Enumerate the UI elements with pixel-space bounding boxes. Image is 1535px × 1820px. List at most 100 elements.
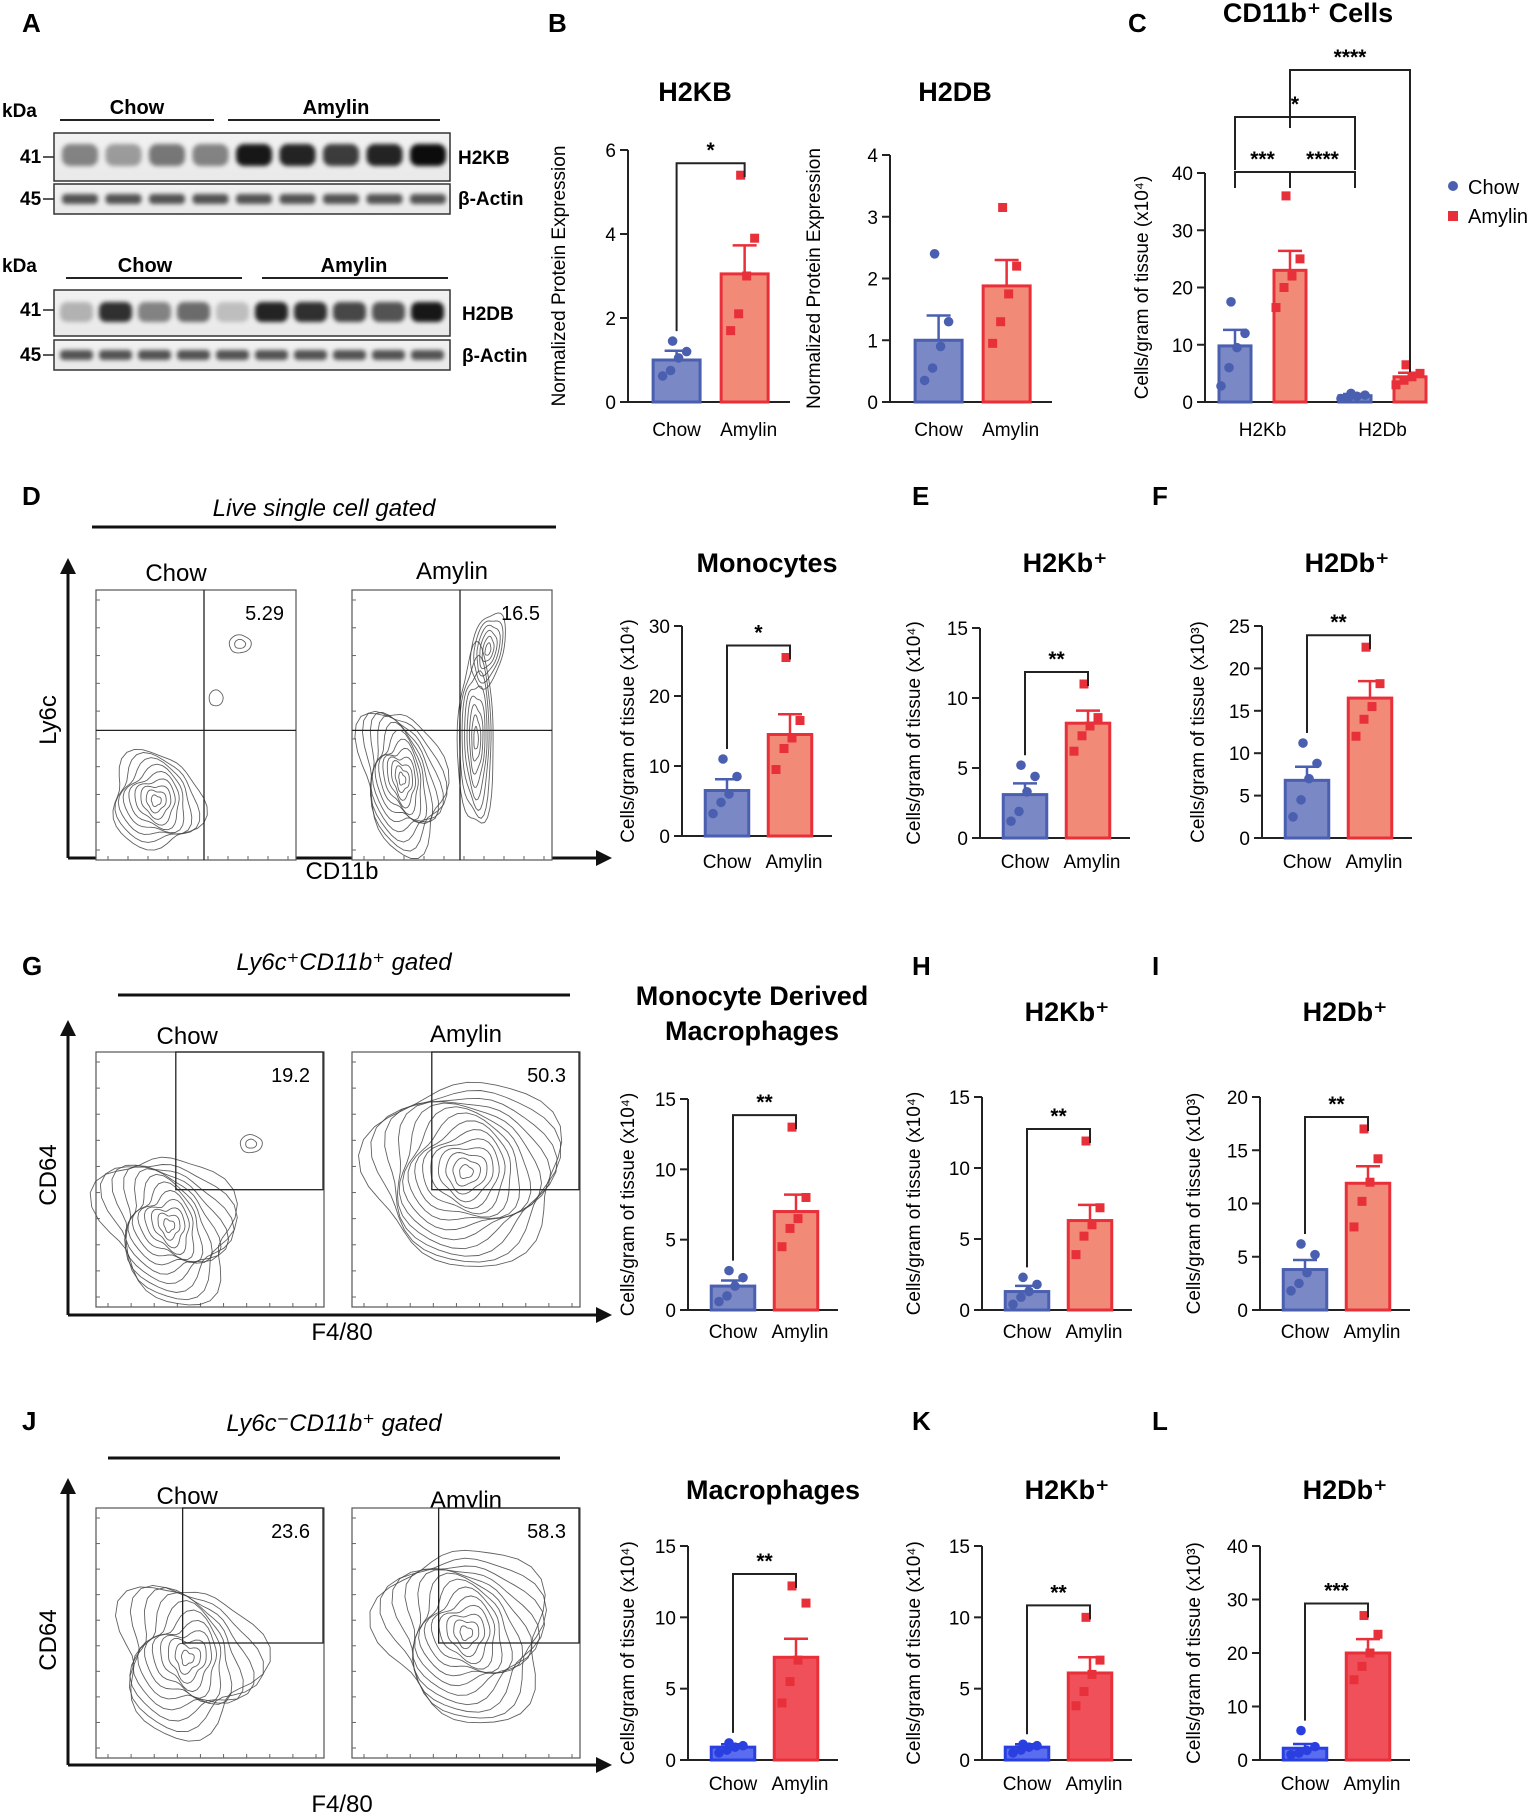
contour-line xyxy=(144,1609,222,1704)
blot-band xyxy=(105,194,142,204)
x-arrowhead xyxy=(596,1757,612,1773)
y-axis-label: Cells/gram of tissue (x10⁴) xyxy=(618,1093,639,1317)
data-point xyxy=(1085,721,1095,731)
blot-band xyxy=(62,144,98,166)
data-point xyxy=(1365,1177,1375,1187)
y-tick-label: 10 xyxy=(949,1608,970,1629)
x-category-label: Chow xyxy=(703,852,752,873)
data-point xyxy=(1069,746,1079,756)
blot-band xyxy=(255,350,288,360)
data-point xyxy=(1359,714,1369,724)
significance-label: **** xyxy=(1334,46,1368,69)
blot2-group-amylin: Amylin xyxy=(321,255,388,277)
data-point xyxy=(793,1214,803,1224)
chart-h: H H2Kb⁺ 0 5 10 15 Cells/gram of tissue (x10⁴) C… xyxy=(904,951,1132,1343)
data-point xyxy=(1079,1231,1089,1241)
data-point xyxy=(1240,328,1250,339)
blot1-marker-45: 45 xyxy=(20,189,42,210)
data-point xyxy=(1391,380,1401,390)
significance-bracket xyxy=(1304,1602,1369,1721)
contour-line xyxy=(112,748,208,851)
data-point xyxy=(722,1291,732,1301)
panel-j-flow: J Ly6c⁻CD11b⁺ gated CD64 F4/80 Chow 23.6 Amyli… xyxy=(22,1406,612,1818)
chart-title: H2Db⁺ xyxy=(1303,997,1388,1027)
data-point xyxy=(1004,289,1014,299)
bar xyxy=(651,358,702,404)
data-point xyxy=(667,336,678,346)
significance-label: *** xyxy=(1250,148,1275,171)
significance-bracket xyxy=(1289,171,1356,188)
data-point xyxy=(1359,1611,1369,1621)
x-category-label: Amylin xyxy=(1345,852,1402,873)
y-tick-label: 10 xyxy=(655,1160,676,1181)
bar-chow xyxy=(1281,1725,1329,1762)
x-category-label: Chow xyxy=(1281,1774,1330,1795)
bar-amylin xyxy=(1346,642,1394,840)
data-point xyxy=(1095,1655,1105,1665)
blot-band xyxy=(333,350,366,360)
contour-line xyxy=(160,1630,212,1693)
panel-g-flow: G Ly6c⁺CD11b⁺ gated CD64 F4/80 Chow 19.2 Amyli… xyxy=(22,949,612,1346)
x-category-label: H2Db xyxy=(1358,420,1407,441)
bar xyxy=(1346,696,1394,840)
data-point xyxy=(1081,1612,1091,1622)
y-tick-label: 5 xyxy=(1239,787,1250,808)
flow-plot-frame xyxy=(95,1507,325,1759)
data-point xyxy=(726,326,736,336)
data-point xyxy=(1095,1203,1105,1213)
blot1-marker-41: 41 xyxy=(20,147,42,168)
chart-f: F H2Db⁺ 0 5 10 15 20 25 Cells/gram of tissue (x1… xyxy=(1152,481,1412,873)
blot-band xyxy=(410,194,446,204)
blot2-marker-45: 45 xyxy=(20,345,42,366)
y-tick-label: 10 xyxy=(1172,336,1193,357)
contour-line xyxy=(394,765,410,793)
blot2-actin-bands xyxy=(60,350,444,360)
blot-band xyxy=(192,144,229,166)
y-tick-label: 10 xyxy=(1229,744,1250,765)
contour-line xyxy=(423,1586,503,1673)
data-point xyxy=(1375,679,1385,689)
data-point xyxy=(724,1738,734,1748)
y-axis-label: Normalized Protein Expression xyxy=(549,146,570,407)
y-tick-label: 25 xyxy=(1229,617,1250,638)
gate-percentage: 58.3 xyxy=(527,1521,566,1543)
contour-line xyxy=(371,721,434,825)
contour-line xyxy=(398,1102,542,1241)
x-category-label: Amylin xyxy=(1063,852,1120,873)
data-point xyxy=(1407,372,1417,382)
chart-title: H2DB xyxy=(918,77,992,107)
y-tick-label: 15 xyxy=(655,1090,676,1111)
data-point xyxy=(777,1242,787,1252)
data-point xyxy=(732,771,742,782)
bar-amylin xyxy=(1344,1611,1392,1762)
significance-bracket xyxy=(1024,671,1089,756)
contour-line xyxy=(476,624,501,677)
data-point xyxy=(1081,1136,1091,1146)
flow-group-label: Chow xyxy=(157,1483,219,1510)
data-point xyxy=(1349,1222,1359,1232)
data-point xyxy=(1365,1648,1375,1658)
data-point xyxy=(1401,360,1411,370)
significance-label: ** xyxy=(756,1091,773,1114)
contour-line xyxy=(354,712,450,859)
panel-letter-e: E xyxy=(912,481,929,511)
chart-c: CD11b⁺ Cells 0 10 20 30 40 Cells/gram of tissu… xyxy=(1132,0,1428,441)
data-point xyxy=(1014,806,1024,817)
data-point xyxy=(1012,261,1022,271)
blot-band xyxy=(279,144,316,166)
chart-title: H2Kb⁺ xyxy=(1023,548,1108,578)
y-tick-label: 15 xyxy=(949,1537,970,1558)
flow-x-label: CD11b xyxy=(306,858,379,885)
significance-bracket xyxy=(1026,1128,1091,1268)
blot-band xyxy=(138,302,171,322)
data-point xyxy=(1093,713,1103,723)
bar-chow xyxy=(1003,1272,1051,1312)
significance-label: ** xyxy=(1050,1105,1067,1128)
data-point xyxy=(1302,1267,1312,1278)
data-point xyxy=(1415,368,1425,378)
contour-line xyxy=(245,1138,258,1149)
data-point xyxy=(801,1598,811,1608)
bar-amylin xyxy=(1066,1612,1114,1762)
bar-amylin xyxy=(1344,1124,1392,1312)
panel-letter-l: L xyxy=(1152,1406,1168,1436)
